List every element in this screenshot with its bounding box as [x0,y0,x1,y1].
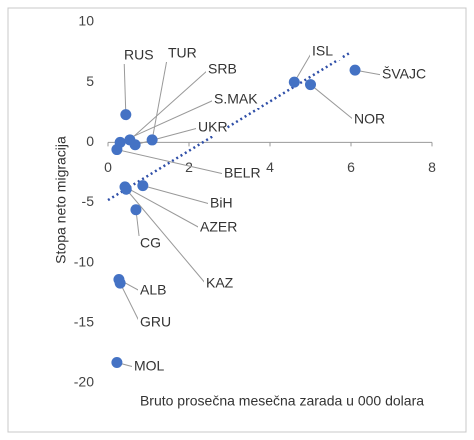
point-label: BiH [210,195,233,211]
leader-line [124,186,201,229]
y-tick-label: -10 [74,253,94,269]
point-label: MOL [134,358,165,374]
leader-line [135,127,199,146]
label-bg [198,220,238,236]
label-bg [310,44,341,60]
point-label: S.MAK [214,91,258,107]
x-axis-label: Bruto prosečna mesečna zarada u 000 dola… [140,393,424,409]
point-label: ISL [312,43,333,59]
point [111,357,123,369]
point [137,180,149,192]
point [146,134,158,146]
point-label: RUS [124,47,154,63]
label-bg [196,120,227,136]
label-bg [122,48,153,64]
y-tick-label: 0 [86,133,94,149]
point-label: AZER [200,219,237,235]
y-tick-label: -20 [74,374,94,390]
leader-line [142,185,211,205]
leader-line [119,99,215,143]
point [120,183,132,195]
label-bg [206,62,237,78]
point [129,139,141,151]
label-bg [212,92,261,108]
point-label: TUR [168,45,197,61]
point [349,64,361,76]
label-bg [352,112,383,128]
leader-line [119,282,141,324]
point [111,144,123,156]
point [305,79,316,91]
leader-line [310,84,355,121]
point-label: BELR [224,165,261,181]
leader-line [129,69,209,141]
point [120,109,132,121]
label-bg [138,283,169,299]
y-axis-label: Stopa neto migracija [53,136,69,264]
label-bg [204,276,235,292]
point-label: NOR [354,111,385,127]
y-tick-label: -5 [82,193,95,209]
point [130,204,142,216]
point-label: SRB [208,61,237,77]
x-tick-label: 0 [104,159,112,175]
point-label: ALB [140,282,166,298]
x-tick-label: 4 [266,159,274,175]
label-bg [132,359,163,375]
point-label: KAZ [206,275,234,291]
label-bg [222,166,262,182]
y-tick-label: 5 [86,73,94,89]
leader-line [116,149,225,175]
leader-line [151,53,169,141]
point-label: GRU [140,314,171,330]
x-tick-label: 8 [428,159,436,175]
leader-line [123,55,127,115]
leader-line [293,51,313,83]
point-label: CG [140,235,161,251]
label-bg [166,46,197,62]
point [288,76,300,88]
label-bg [208,196,239,212]
point-label: ŠVAJC [382,66,426,82]
y-tick-label: 10 [78,13,94,29]
x-tick-label: 2 [185,159,193,175]
x-tick-label: 6 [347,159,355,175]
label-bg [138,315,169,331]
label-bg [380,67,429,83]
y-tick-label: -15 [74,314,94,330]
leader-line [125,188,207,285]
point [114,277,126,289]
point-label: UKR [198,119,228,135]
label-bg [138,236,160,252]
